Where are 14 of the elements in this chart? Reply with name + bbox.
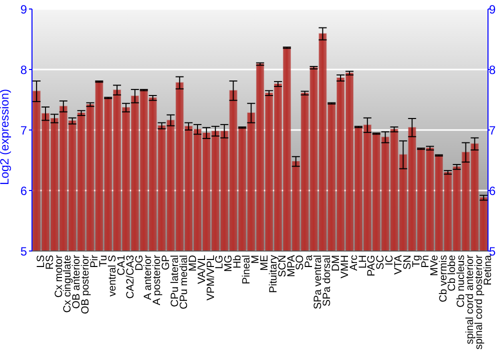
y2-tick-label: 9 [489,2,496,16]
y-axis-title: Log2 (expression) [0,88,12,185]
y-tick-label: 9 [20,2,28,16]
y-tick-label: 7 [20,123,28,138]
y-tick-label: 5 [20,244,28,258]
x-tick-label: MVe [428,254,440,276]
x-tick-label: Tg [410,254,422,268]
x-tick-label: A posterior [151,254,164,306]
y-tick-label: 8 [20,62,28,77]
x-tick-label: OB posterior [80,254,92,314]
y2-tick-label: 8 [489,62,496,77]
y2-tick-label: 6 [489,184,496,198]
y2-tick-label: 7 [489,123,496,138]
y-tick-label: 6 [20,184,28,198]
